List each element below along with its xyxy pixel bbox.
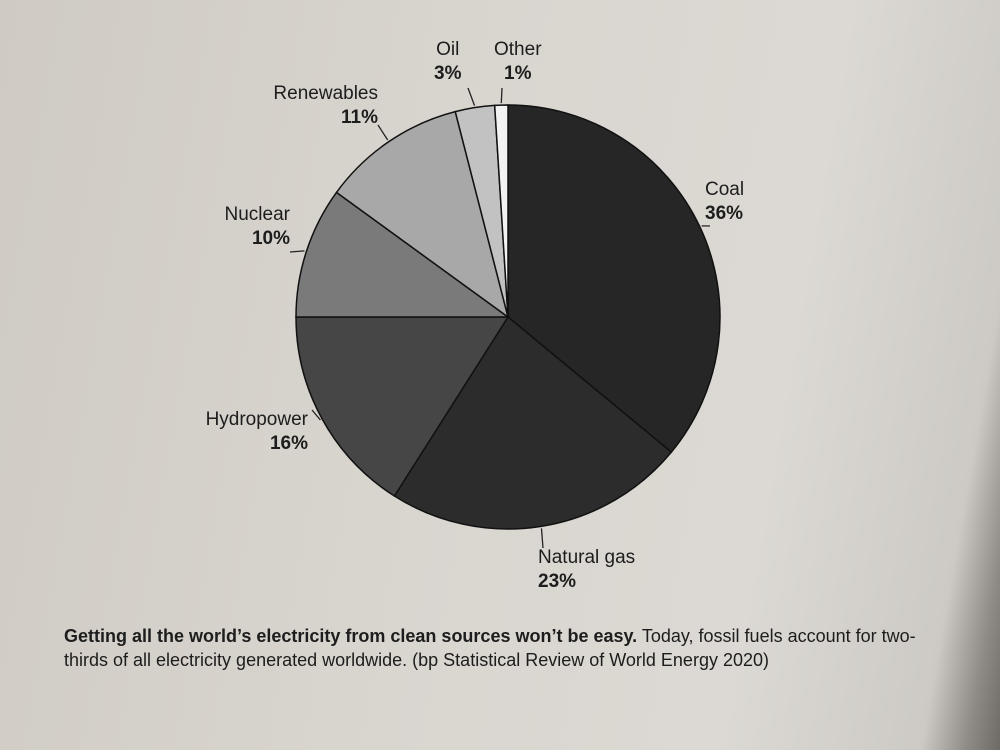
leader-line-renewables: [377, 124, 389, 141]
leader-line-nuclear: [289, 250, 305, 253]
label-hydropower-value: 16%: [269, 433, 308, 454]
pie-slice-natural-gas: [393, 315, 673, 530]
label-oil: Oil 3%: [434, 38, 461, 86]
leader-line-natural-gas: [540, 528, 544, 549]
label-nuclear-name: Nuclear: [224, 204, 290, 225]
label-renewables: Renewables 11%: [230, 82, 378, 130]
pie-slice-hydropower: [295, 316, 510, 498]
label-renewables-value: 11%: [341, 107, 378, 128]
label-oil-value: 3%: [434, 63, 462, 84]
label-natural-gas: Natural gas 23%: [538, 546, 635, 594]
figure-caption: Getting all the world’s electricity from…: [64, 624, 944, 672]
caption-bold: Getting all the world’s electricity from…: [64, 626, 638, 646]
label-oil-name: Oil: [436, 39, 460, 60]
label-coal-value: 36%: [705, 203, 744, 224]
label-other: Other 1%: [494, 38, 542, 86]
leader-line-oil: [467, 87, 476, 106]
label-hydropower-name: Hydropower: [205, 409, 308, 430]
label-hydropower: Hydropower 16%: [163, 408, 308, 456]
pie-slice-renewables: [335, 110, 510, 319]
label-natural-gas-value: 23%: [538, 571, 577, 592]
label-nuclear-value: 10%: [251, 228, 290, 249]
label-other-value: 1%: [504, 63, 532, 84]
leader-line-hydropower: [311, 409, 321, 421]
label-coal-name: Coal: [705, 179, 745, 200]
label-nuclear: Nuclear 10%: [190, 203, 290, 251]
label-other-name: Other: [494, 39, 542, 60]
pie-slice-coal: [507, 104, 721, 454]
pie-slice-other: [493, 104, 509, 318]
label-renewables-name: Renewables: [273, 83, 378, 104]
caption-text: Today, fossil fuels account for two-thir…: [64, 626, 916, 670]
pie-slice-nuclear: [295, 191, 511, 318]
label-coal: Coal 36%: [705, 178, 744, 226]
leader-line-other: [500, 87, 503, 104]
label-natural-gas-name: Natural gas: [538, 547, 636, 568]
